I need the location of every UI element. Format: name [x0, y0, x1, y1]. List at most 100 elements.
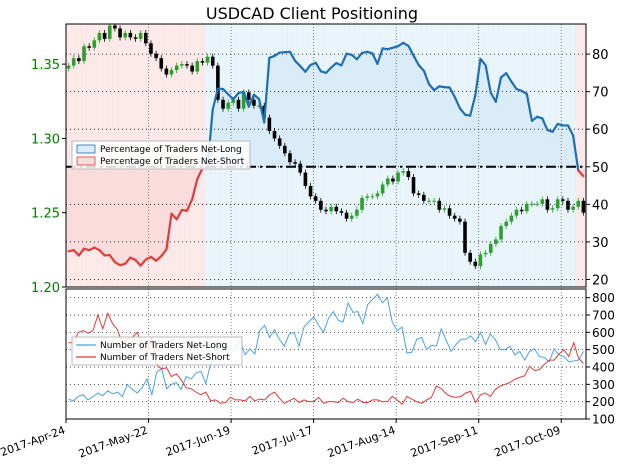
candle-body [324, 209, 328, 212]
candle-body [349, 215, 354, 219]
sentiment-fill [328, 67, 335, 167]
candle-body [581, 200, 586, 213]
percent-long-segment [572, 134, 580, 172]
candle-body [66, 65, 71, 69]
candle-body [473, 261, 478, 267]
candle-body [185, 64, 189, 66]
x-tick-label: 2017-Jun-19 [164, 424, 232, 459]
percent-long-segment [108, 253, 117, 264]
sentiment-fill [158, 166, 165, 257]
left-tick-label: 1.20 [31, 281, 60, 296]
sentiment-fill [457, 108, 463, 167]
percent-long-segment [160, 248, 168, 258]
sentiment-fill [220, 89, 227, 167]
sentiment-fill [524, 93, 530, 167]
percent-long-segment [371, 52, 379, 65]
chart-title: USDCAD Client Positioning [205, 4, 419, 23]
percent-long-segment [489, 91, 497, 103]
percent-long-segment [324, 66, 333, 74]
sentiment-fill [138, 166, 144, 266]
legend-net-short-swatch [76, 156, 96, 166]
sentiment-fill [277, 52, 283, 167]
candle-body [195, 61, 200, 72]
candle-body [406, 171, 411, 178]
candle-body [391, 178, 395, 182]
sentiment-fill [405, 45, 412, 167]
candle-body [422, 194, 426, 201]
legend-net-long-swatch [76, 144, 96, 154]
candle-body [483, 252, 488, 255]
candle-body [468, 252, 472, 262]
candle-body [499, 226, 503, 240]
percent-long-segment [165, 212, 173, 251]
sentiment-fill [91, 166, 98, 248]
candle-body [478, 254, 483, 267]
candle-body [82, 46, 86, 62]
candle-body [442, 208, 447, 210]
percent-long-segment [98, 249, 106, 257]
count-tick-label: 800 [592, 291, 615, 305]
sentiment-fill [215, 88, 221, 167]
percent-long-segment [505, 72, 513, 83]
right-tick-label: 60 [592, 123, 609, 138]
percent-long-segment [541, 117, 549, 132]
legend-net-short-label: Percentage of Traders Net-Short [100, 157, 245, 167]
percent-long-segment [134, 258, 142, 267]
percent-long-segment [474, 57, 482, 97]
candle-body [180, 64, 184, 66]
sentiment-fill [421, 70, 427, 167]
candle-body [149, 43, 153, 54]
candle-body [92, 40, 97, 48]
sentiment-fill [586, 167, 592, 186]
candle-body [298, 163, 303, 173]
sentiment-fill [256, 99, 263, 167]
sentiment-fill [81, 166, 87, 249]
candle-body [355, 209, 359, 216]
sentiment-band [580, 24, 586, 287]
candle-body [252, 99, 256, 106]
percent-long-segment [242, 90, 250, 108]
sentiment-fill [534, 116, 541, 167]
candle-body [246, 92, 251, 100]
sentiment-fill [390, 47, 396, 167]
count-tick-label: 700 [592, 309, 615, 323]
candle-body [545, 199, 550, 210]
percent-long-segment [185, 198, 194, 212]
right-tick-label: 30 [592, 236, 609, 251]
right-tick-label: 50 [592, 161, 609, 176]
sentiment-fill [282, 52, 288, 167]
candle-body [411, 177, 416, 194]
legend-bottom-box [71, 336, 243, 366]
percent-long-segment [525, 92, 534, 123]
candle-body [97, 32, 102, 41]
candle-body [267, 117, 272, 131]
percent-long-segment [417, 63, 425, 72]
candle-body [550, 208, 555, 210]
left-tick-label: 1.30 [31, 132, 60, 147]
candle-body [571, 206, 575, 210]
percent-long-segment [530, 115, 539, 123]
sentiment-fill [313, 62, 319, 167]
percent-long-segment [252, 93, 261, 101]
sentiment-fill [117, 166, 124, 266]
sentiment-fill [539, 118, 546, 167]
candle-body [555, 199, 560, 209]
sentiment-fill [302, 71, 309, 167]
sentiment-fill [96, 166, 103, 251]
candle-body [504, 221, 508, 227]
sentiment-fill [338, 65, 345, 167]
sentiment-fill [168, 166, 175, 214]
percent-long-segment [139, 258, 147, 267]
count-tick-label: 500 [592, 343, 615, 357]
percent-long-segment [577, 169, 585, 178]
sentiment-fill [76, 166, 82, 256]
candle-body [283, 145, 287, 154]
percent-long-segment [355, 51, 364, 61]
sentiment-fill [333, 63, 340, 167]
candle-body [519, 209, 524, 212]
percent-long-segment [247, 93, 256, 108]
candle-body [380, 184, 385, 194]
percent-long-segment [124, 256, 132, 265]
x-tick-label: 2017-May-22 [77, 424, 150, 461]
candle-body [437, 200, 442, 210]
